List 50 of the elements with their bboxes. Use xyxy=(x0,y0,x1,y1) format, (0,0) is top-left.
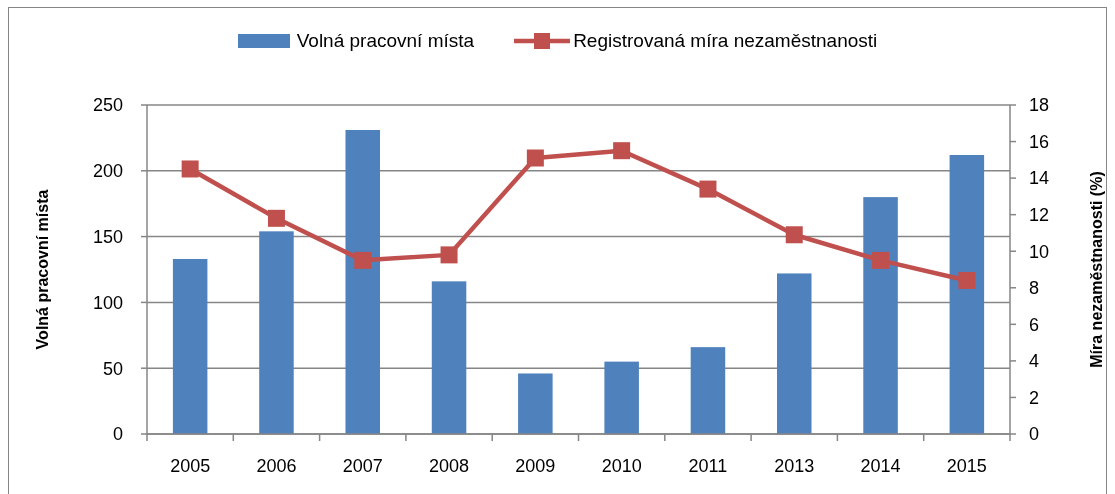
point xyxy=(440,246,458,264)
x-tick-label: 2013 xyxy=(774,456,815,477)
y-tick-label: 50 xyxy=(102,358,123,379)
point xyxy=(785,226,803,244)
bar xyxy=(431,281,467,434)
x-tick-label: 2010 xyxy=(601,456,642,477)
x-tick-label: 2006 xyxy=(256,456,297,477)
y2-tick-label: 14 xyxy=(1029,168,1050,189)
y2-tick-label: 2 xyxy=(1029,387,1040,408)
bar xyxy=(604,361,639,434)
y2-tick-label: 4 xyxy=(1029,351,1040,372)
y-tick-label: 0 xyxy=(112,424,123,445)
point xyxy=(526,149,544,167)
x-tick-label: 2014 xyxy=(860,456,901,477)
point xyxy=(699,180,717,198)
bar xyxy=(776,273,812,434)
y2-tick-label: 10 xyxy=(1029,241,1050,262)
y2-tick-label: 0 xyxy=(1029,424,1040,445)
x-tick-label: 2005 xyxy=(170,456,211,477)
point xyxy=(958,271,976,289)
y-tick-label: 150 xyxy=(92,226,123,247)
x-tick-label: 2009 xyxy=(515,456,556,477)
y2-tick-label: 12 xyxy=(1029,204,1050,225)
y2-tick-label: 18 xyxy=(1029,95,1050,116)
bar xyxy=(259,231,294,434)
point xyxy=(181,160,199,178)
y-tick-label: 100 xyxy=(92,292,123,313)
point xyxy=(872,251,890,269)
point xyxy=(613,142,631,160)
y2-tick-label: 8 xyxy=(1029,278,1040,299)
legend-label: Registrovaná míra nezaměstnanosti xyxy=(573,30,878,52)
y2-axis-title: Míra nezaměstnanosti (%) xyxy=(1087,171,1105,368)
x-tick-label: 2008 xyxy=(429,456,470,477)
bar xyxy=(949,155,985,434)
legend-label: Volná pracovní místa xyxy=(296,30,475,52)
y2-tick-label: 16 xyxy=(1029,131,1050,152)
point xyxy=(267,209,285,227)
bar xyxy=(172,258,208,434)
x-tick-label: 2015 xyxy=(946,456,987,477)
y-tick-label: 250 xyxy=(92,95,123,116)
bar xyxy=(863,197,898,434)
x-tick-label: 2011 xyxy=(688,456,728,477)
point xyxy=(354,251,372,269)
bar xyxy=(690,347,726,434)
y-tick-label: 200 xyxy=(92,161,123,182)
x-tick-label: 2007 xyxy=(342,456,383,477)
y2-tick-label: 6 xyxy=(1029,314,1040,335)
y-axis-title: Volná pracovní místa xyxy=(33,189,51,350)
bar xyxy=(518,373,553,434)
bar xyxy=(345,130,381,434)
